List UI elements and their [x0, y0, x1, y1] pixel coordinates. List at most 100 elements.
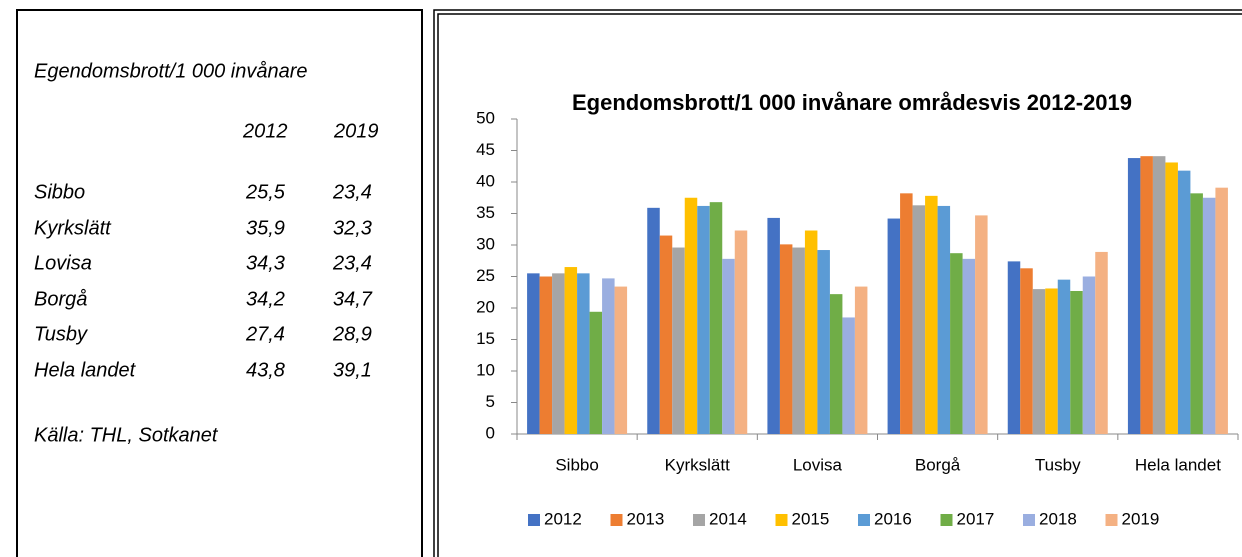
bar: [792, 247, 805, 434]
bar: [887, 218, 901, 434]
y-tick-label: 40: [476, 171, 495, 190]
bar: [767, 217, 780, 434]
bar: [1020, 268, 1033, 434]
legend-swatch: [940, 514, 953, 526]
y-tick-label: 10: [476, 360, 495, 379]
row-label: Borgå: [34, 288, 87, 310]
y-tick-label: 45: [476, 140, 495, 159]
legend-label: 2017: [957, 509, 995, 528]
column-header: 2019: [333, 120, 379, 142]
legend-label: 2019: [1122, 509, 1160, 528]
bar: [672, 247, 685, 434]
x-tick-label: Tusby: [1035, 455, 1081, 474]
table-cell: 43,8: [246, 359, 285, 381]
x-tick-label: Lovisa: [793, 455, 843, 474]
chart-title: Egendomsbrott/1 000 invånare områdesvis …: [572, 90, 1132, 115]
x-tick-label: Hela landet: [1135, 455, 1221, 474]
bar: [1082, 276, 1096, 434]
row-label: Sibbo: [34, 181, 85, 203]
y-tick-label: 35: [476, 203, 495, 222]
table-cell: 23,4: [332, 181, 372, 203]
bar: [1165, 162, 1178, 434]
table-cell: 39,1: [333, 359, 372, 381]
x-tick-label: Kyrkslätt: [665, 455, 730, 474]
bar: [614, 286, 628, 434]
y-tick-label: 50: [476, 108, 495, 127]
x-tick-label: Borgå: [915, 455, 961, 474]
bar: [1045, 288, 1058, 434]
legend-swatch: [528, 514, 540, 526]
bar: [1215, 187, 1228, 434]
y-tick-label: 5: [486, 392, 495, 411]
bar: [722, 258, 735, 434]
table-title: Egendomsbrott/1 000 invånare: [34, 60, 308, 82]
bar: [577, 273, 590, 434]
bar: [1177, 170, 1191, 434]
bar: [1140, 156, 1153, 435]
bar: [1190, 193, 1203, 434]
bar: [1070, 290, 1083, 434]
bar: [539, 276, 553, 434]
legend-swatch: [858, 514, 870, 526]
bar: [659, 235, 673, 434]
bar: [1152, 156, 1166, 435]
bar: [589, 311, 603, 434]
y-tick-label: 30: [476, 234, 495, 253]
bar: [925, 195, 938, 434]
table-source: Källa: THL, Sotkanet: [34, 424, 219, 446]
row-label: Kyrkslätt: [34, 217, 112, 239]
bar: [647, 207, 660, 434]
legend-swatch: [610, 514, 623, 526]
bar: [854, 286, 868, 434]
bar: [1095, 251, 1108, 434]
bar: [709, 202, 723, 434]
legend-label: 2018: [1039, 509, 1077, 528]
table-cell: 28,9: [332, 323, 372, 345]
chart-box-outer: [433, 9, 1242, 557]
table-cell: 35,9: [246, 217, 285, 239]
bar: [684, 197, 698, 434]
table-cell: 27,4: [245, 323, 285, 345]
bar: [1007, 261, 1021, 434]
bar: [697, 205, 710, 434]
legend-label: 2013: [627, 509, 665, 528]
bar: [962, 258, 976, 434]
chart-box-inner: [437, 13, 1242, 557]
row-label: Tusby: [34, 323, 88, 345]
table-cell: 25,5: [245, 181, 286, 203]
legend-swatch: [1023, 514, 1035, 526]
bar: [1057, 279, 1071, 434]
bar: [1127, 158, 1141, 434]
bar: [842, 317, 855, 434]
legend-swatch: [775, 514, 788, 526]
bar: [779, 244, 793, 434]
bar: [552, 273, 565, 434]
table: Egendomsbrott/1 000 invånare 2012 2019 K…: [34, 60, 379, 446]
legend-label: 2015: [792, 509, 830, 528]
row-label: Lovisa: [34, 252, 92, 274]
bar: [817, 250, 830, 434]
bar: [1032, 289, 1046, 434]
legend-label: 2012: [544, 509, 582, 528]
bar: [527, 273, 540, 434]
bar: [734, 230, 748, 434]
bar: [975, 215, 988, 434]
legend-swatch: [1105, 514, 1118, 526]
bar: [950, 253, 963, 434]
table-box: [16, 9, 423, 557]
bar: [564, 267, 578, 434]
x-tick-label: Sibbo: [555, 455, 598, 474]
row-label: Hela landet: [34, 359, 137, 381]
y-tick-label: 15: [476, 329, 495, 348]
y-tick-label: 20: [476, 297, 495, 316]
table-cell: 34,2: [246, 288, 285, 310]
legend-swatch: [693, 514, 705, 526]
table-cell: 32,3: [333, 217, 372, 239]
table-cell: 23,4: [332, 252, 372, 274]
bar: [912, 205, 926, 434]
y-tick-label: 25: [476, 266, 495, 285]
table-cell: 34,7: [333, 288, 373, 310]
bar: [937, 205, 951, 434]
y-tick-label: 0: [486, 423, 495, 442]
bar: [602, 278, 615, 434]
